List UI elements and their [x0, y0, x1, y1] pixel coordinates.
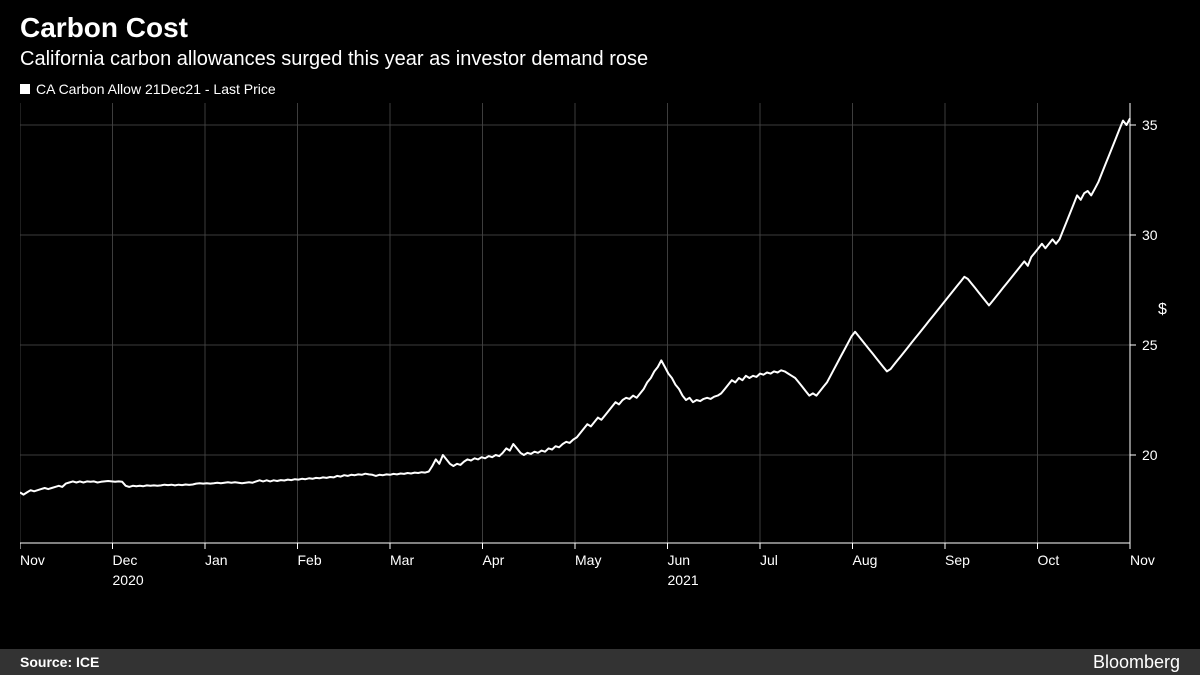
svg-text:Nov: Nov	[1130, 552, 1155, 568]
svg-text:30: 30	[1142, 227, 1158, 243]
svg-text:$: $	[1158, 301, 1167, 318]
svg-text:Aug: Aug	[853, 552, 878, 568]
chart-subtitle: California carbon allowances surged this…	[20, 48, 1180, 71]
svg-text:Jun: Jun	[668, 552, 691, 568]
svg-text:May: May	[575, 552, 601, 568]
svg-text:2020: 2020	[113, 572, 144, 588]
svg-text:Sep: Sep	[945, 552, 970, 568]
svg-text:25: 25	[1142, 337, 1158, 353]
svg-text:Jul: Jul	[760, 552, 778, 568]
chart-plot-area: 20 25 30 35 $ Nov Dec Jan Feb Mar Apr May Jun Jul Aug S…	[20, 103, 1180, 603]
svg-text:Mar: Mar	[390, 552, 414, 568]
footer-bar: Source: ICE Bloomberg	[0, 649, 1200, 675]
legend-label: CA Carbon Allow 21Dec21 - Last Price	[36, 81, 276, 97]
svg-text:20: 20	[1142, 447, 1158, 463]
chart-container: Carbon Cost California carbon allowances…	[0, 0, 1200, 675]
svg-text:Feb: Feb	[298, 552, 322, 568]
svg-text:35: 35	[1142, 117, 1158, 133]
line-chart-svg: 20 25 30 35 $ Nov Dec Jan Feb Mar Apr May Jun Jul Aug S…	[20, 103, 1180, 603]
brand-label: Bloomberg	[1093, 652, 1180, 673]
svg-text:Jan: Jan	[205, 552, 228, 568]
svg-text:Oct: Oct	[1038, 552, 1060, 568]
chart-title: Carbon Cost	[20, 12, 1180, 44]
legend: CA Carbon Allow 21Dec21 - Last Price	[20, 81, 1180, 97]
svg-text:2021: 2021	[668, 572, 699, 588]
svg-text:Dec: Dec	[113, 552, 138, 568]
svg-text:Nov: Nov	[20, 552, 45, 568]
legend-marker	[20, 84, 30, 94]
svg-text:Apr: Apr	[483, 552, 505, 568]
source-label: Source: ICE	[20, 654, 99, 670]
